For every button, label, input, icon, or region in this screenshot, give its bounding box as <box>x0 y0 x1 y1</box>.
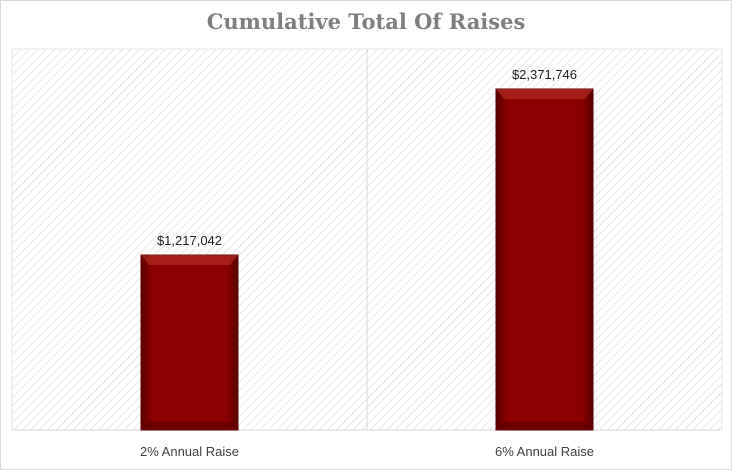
bar-2 <box>495 88 594 431</box>
bar-bevel-2 <box>496 89 593 100</box>
bar-bevel-bottom-1 <box>141 422 238 430</box>
bar-bevel-bottom-2 <box>496 422 593 430</box>
data-label-1: $1,217,042 <box>157 233 222 248</box>
chart-title: Cumulative Total Of Raises <box>206 9 526 34</box>
bar-1 <box>140 254 239 431</box>
data-label-2: $2,371,746 <box>512 67 577 82</box>
bar-bevel-1 <box>141 255 238 266</box>
category-label-1: 2% Annual Raise <box>140 444 239 459</box>
category-label-2: 6% Annual Raise <box>495 444 594 459</box>
